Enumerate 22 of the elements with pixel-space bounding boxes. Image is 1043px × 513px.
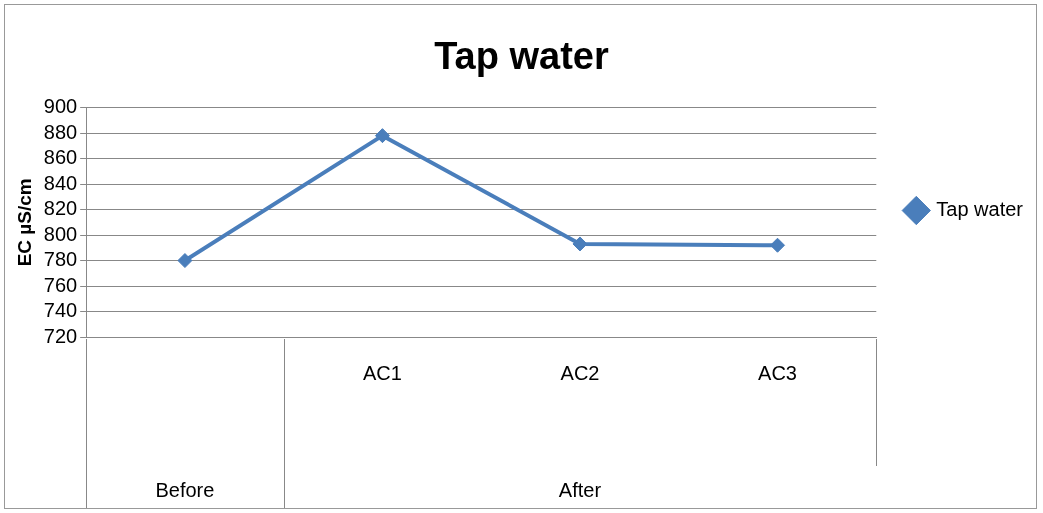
point — [177, 253, 193, 269]
y-tick-label: 780 — [43, 248, 78, 271]
text: After — [558, 478, 602, 501]
y-tick-label: 740 — [43, 299, 78, 322]
x-tick-label: AC2 — [560, 361, 600, 384]
y-tick-label: 820 — [43, 197, 78, 220]
chart-title: Tap water — [434, 35, 609, 78]
point — [374, 128, 390, 144]
legend-label: Tap water — [936, 198, 1024, 221]
y-tick-label: 720 — [43, 324, 78, 347]
y-tick-label: 760 — [43, 273, 78, 296]
point — [572, 236, 588, 252]
x-tick-label: AC3 — [758, 361, 797, 384]
y-tick-label: 840 — [43, 171, 78, 194]
y-axis-title: EC µS/cm — [13, 178, 35, 267]
y-tick-label: 800 — [43, 222, 78, 245]
y-tick-label: 880 — [43, 120, 78, 143]
point — [770, 237, 786, 253]
text: Before — [155, 478, 215, 501]
x-tick-label: AC1 — [363, 361, 402, 384]
y-tick-label: 860 — [43, 146, 78, 169]
y-tick-label: 900 — [43, 95, 78, 118]
